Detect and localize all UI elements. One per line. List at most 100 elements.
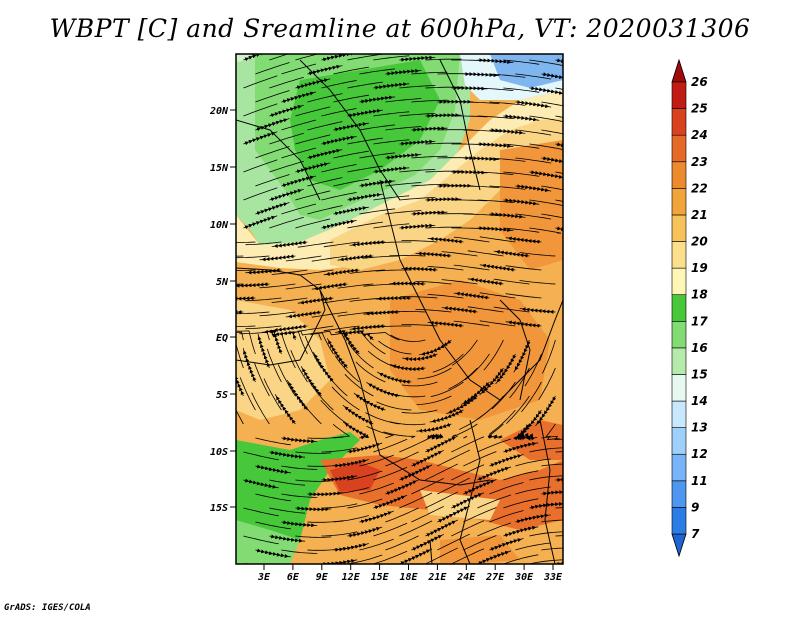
streamline [385, 152, 422, 160]
streamline [515, 100, 552, 109]
streamline [506, 395, 530, 424]
streamline [293, 330, 322, 341]
streamline [269, 563, 272, 564]
streamline [359, 510, 394, 524]
streamline [417, 367, 452, 380]
streamline [529, 447, 563, 453]
streamline [521, 381, 542, 413]
streamline [347, 526, 383, 538]
streamline [274, 394, 296, 425]
colorbar-box [671, 81, 687, 109]
streamline [459, 409, 490, 430]
streamline [281, 334, 296, 369]
streamline [489, 212, 526, 219]
streamline [451, 436, 485, 453]
streamline [441, 306, 478, 314]
streamline [541, 547, 563, 551]
streamline [245, 268, 282, 275]
streamline [269, 534, 306, 543]
colorbar-label: 17 [691, 314, 708, 328]
streamline [555, 142, 563, 153]
streamline [399, 169, 436, 173]
streamline [453, 291, 490, 300]
streamline [243, 507, 279, 517]
colorbar-box [671, 453, 687, 482]
streamline [477, 466, 512, 482]
streamline [281, 203, 317, 215]
streamline [425, 519, 458, 537]
streamline [545, 423, 560, 441]
streamline [489, 157, 526, 162]
streamline [347, 192, 383, 202]
streamline [411, 126, 448, 132]
streamline [357, 332, 386, 355]
streamline [295, 451, 332, 454]
streamline [373, 494, 408, 510]
streamline [529, 501, 563, 510]
streamline [491, 381, 516, 410]
streamline [479, 263, 516, 272]
streamline [415, 281, 452, 285]
latitude-axis: 20N 15N 10N 5N EQ 5S 10S 15S [209, 106, 236, 514]
streamline [359, 208, 396, 215]
streamline [477, 142, 514, 148]
streamline [373, 111, 410, 117]
streamline [451, 520, 485, 537]
colorbar-label: 25 [691, 102, 708, 116]
streamline [399, 55, 436, 62]
streamline [503, 198, 540, 206]
streamline [477, 550, 512, 564]
streamline [515, 433, 538, 441]
streamline [425, 113, 462, 118]
streamline [448, 367, 478, 390]
streamline [281, 520, 318, 528]
streamline [437, 505, 470, 523]
streamline [269, 450, 306, 459]
streamline [503, 227, 540, 233]
streamline [295, 190, 331, 201]
streamline [437, 477, 470, 495]
lon-tick-label: 15E [371, 572, 390, 583]
streamline [427, 266, 464, 271]
streamline [321, 80, 357, 89]
streamline [467, 306, 504, 313]
streamline [242, 348, 257, 383]
streamline [399, 139, 436, 146]
streamline [425, 226, 462, 229]
streamline [463, 535, 497, 551]
lon-tick-label: 12E [342, 572, 361, 583]
streamline [503, 114, 540, 122]
streamline [321, 219, 357, 230]
streamline [243, 75, 278, 89]
streamline [261, 329, 283, 355]
colorbar-box [671, 347, 687, 375]
streamline [477, 58, 514, 64]
streamline [541, 156, 563, 166]
streamline [489, 128, 526, 135]
streamline [427, 236, 464, 244]
streamline [333, 543, 369, 552]
streamline [487, 423, 504, 439]
streamline [541, 489, 563, 496]
streamline [429, 409, 464, 423]
streamline [425, 58, 462, 61]
streamline [489, 454, 524, 468]
colorbar-label: 11 [691, 474, 708, 488]
streamline [463, 507, 497, 523]
streamline [300, 366, 322, 397]
chart-title: WBPT [C] and Sreamline at 600hPa, VT: 20… [49, 14, 751, 43]
streamline [489, 538, 524, 552]
colorbar-label: 20 [691, 235, 708, 249]
streamline [243, 215, 278, 230]
streamline [515, 486, 551, 495]
lat-tick-label: 5S [216, 390, 228, 401]
streamline [236, 342, 244, 369]
streamline [295, 106, 331, 117]
streamline [463, 72, 500, 78]
streamline [342, 421, 370, 440]
streamline [353, 392, 386, 412]
streamline [489, 434, 503, 439]
streamline [425, 142, 462, 145]
streamline [373, 438, 408, 453]
